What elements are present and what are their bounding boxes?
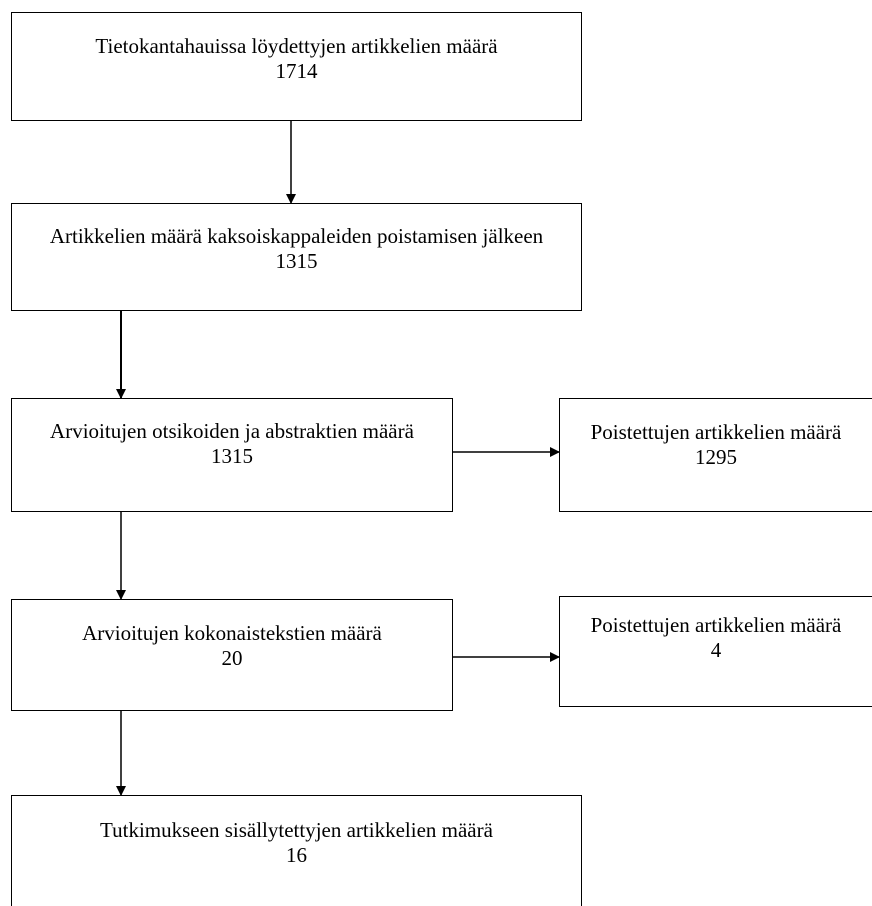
box-excluded-articles-1-label: Poistettujen artikkelien määrä xyxy=(590,420,842,444)
box-excluded-articles-2: Poistettujen artikkelien määrä 4 xyxy=(559,596,872,707)
box-excluded-articles-2-count: 4 xyxy=(710,638,722,662)
box-excluded-articles-2-label: Poistettujen artikkelien määrä xyxy=(590,613,842,637)
box-after-duplicates-removed-count: 1315 xyxy=(275,249,318,273)
box-database-search-count: 1714 xyxy=(275,59,318,83)
box-full-texts-assessed-label: Arvioitujen kokonaistekstien määrä xyxy=(82,621,382,645)
box-full-texts-assessed: Arvioitujen kokonaistekstien määrä 20 xyxy=(11,599,453,711)
box-database-search: Tietokantahauissa löydettyjen artikkelie… xyxy=(11,12,582,121)
box-excluded-articles-1: Poistettujen artikkelien määrä 1295 xyxy=(559,398,872,512)
box-included-studies-count: 16 xyxy=(286,843,307,867)
box-database-search-label: Tietokantahauissa löydettyjen artikkelie… xyxy=(95,34,498,58)
box-included-studies: Tutkimukseen sisällytettyjen artikkelien… xyxy=(11,795,582,906)
box-after-duplicates-removed: Artikkelien määrä kaksoiskappaleiden poi… xyxy=(11,203,582,311)
box-titles-abstracts-screened: Arvioitujen otsikoiden ja abstraktien mä… xyxy=(11,398,453,512)
box-included-studies-label: Tutkimukseen sisällytettyjen artikkelien… xyxy=(100,818,493,842)
box-titles-abstracts-screened-count: 1315 xyxy=(211,444,253,468)
box-excluded-articles-1-count: 1295 xyxy=(695,445,737,469)
box-titles-abstracts-screened-label: Arvioitujen otsikoiden ja abstraktien mä… xyxy=(50,419,414,443)
box-after-duplicates-removed-label: Artikkelien määrä kaksoiskappaleiden poi… xyxy=(49,224,544,248)
box-full-texts-assessed-count: 20 xyxy=(221,646,243,670)
